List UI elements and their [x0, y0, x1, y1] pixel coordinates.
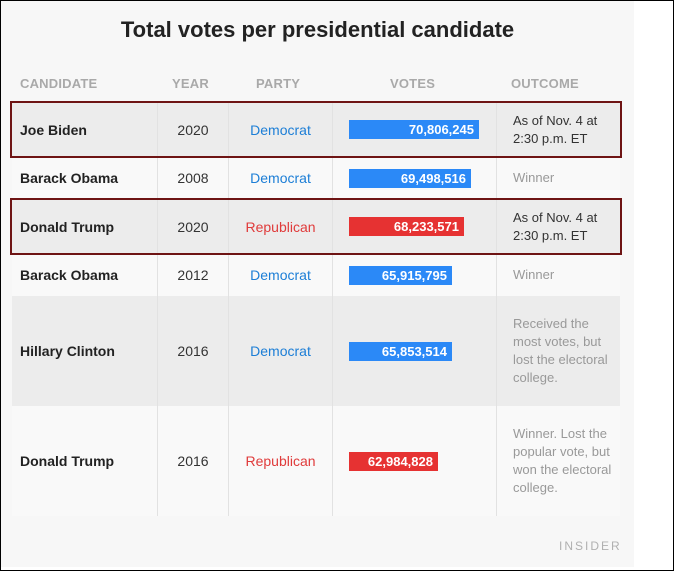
votes-bar: 65,853,514: [349, 341, 452, 361]
year-cell: 2020: [158, 199, 229, 254]
outcome-cell: Received the most votes, but lost the el…: [513, 316, 608, 385]
infographic-panel: Total votes per presidential candidate C…: [1, 1, 634, 567]
table-row: Donald Trump 2020 Republican 68,233,571 As o…: [12, 199, 620, 254]
header-party: PARTY: [256, 76, 301, 91]
year-cell: 2016: [158, 296, 229, 406]
party-cell: Democrat: [229, 102, 333, 157]
outcome-cell: Winner: [513, 267, 555, 282]
outcome-cell: As of Nov. 4 at 2:30 p.m. ET: [513, 112, 598, 146]
table-row: Barack Obama 2012 Democrat 65,915,795 Winner: [12, 254, 620, 296]
header-candidate: CANDIDATE: [20, 76, 98, 91]
header-outcome: OUTCOME: [511, 76, 579, 91]
year-cell: 2008: [158, 157, 229, 199]
party-cell: Republican: [229, 199, 333, 254]
highlight-box: [10, 198, 622, 255]
header-votes: VOTES: [390, 76, 436, 91]
year-cell: 2012: [158, 254, 229, 296]
votes-cell: 70,806,245: [333, 102, 497, 157]
votes-bar: 69,498,516: [349, 168, 471, 188]
outcome-cell: As of Nov. 4 at 2:30 p.m. ET: [513, 209, 598, 243]
source-logo: INSIDER: [559, 539, 622, 553]
candidate-name: Donald Trump: [12, 199, 158, 254]
candidate-name: Barack Obama: [12, 157, 158, 199]
candidate-name: Barack Obama: [12, 254, 158, 296]
outcome-cell: Winner. Lost the popular vote, but won t…: [513, 426, 612, 495]
table-row: Hillary Clinton 2016 Democrat 65,853,514 Rec…: [12, 296, 620, 406]
table-row: Joe Biden 2020 Democrat 70,806,245 As of Nov…: [12, 102, 620, 157]
table-row: Barack Obama 2008 Democrat 69,498,516 Winner: [12, 157, 620, 199]
votes-bar: 70,806,245: [349, 120, 479, 139]
chart-title: Total votes per presidential candidate: [120, 17, 515, 42]
votes-cell: 68,233,571: [333, 199, 497, 254]
year-cell: 2020: [158, 102, 229, 157]
candidate-name: Joe Biden: [12, 102, 158, 157]
votes-bar: 65,915,795: [349, 265, 452, 285]
highlight-box: [10, 101, 622, 158]
header-year: YEAR: [172, 76, 209, 91]
votes-cell: 65,915,795: [333, 254, 497, 296]
votes-bar: 68,233,571: [349, 217, 464, 236]
votes-cell: 62,984,828: [333, 406, 497, 516]
party-cell: Republican: [229, 406, 333, 516]
year-cell: 2016: [158, 406, 229, 516]
outcome-cell: Winner: [513, 170, 555, 185]
party-cell: Democrat: [229, 157, 333, 199]
party-cell: Democrat: [229, 254, 333, 296]
party-cell: Democrat: [229, 296, 333, 406]
votes-cell: 65,853,514: [333, 296, 497, 406]
candidate-name: Donald Trump: [12, 406, 158, 516]
candidate-name: Hillary Clinton: [12, 296, 158, 406]
table-row: Donald Trump 2016 Republican 62,984,828 Winn…: [12, 406, 620, 516]
votes-cell: 69,498,516: [333, 157, 497, 199]
votes-bar: 62,984,828: [349, 451, 438, 471]
